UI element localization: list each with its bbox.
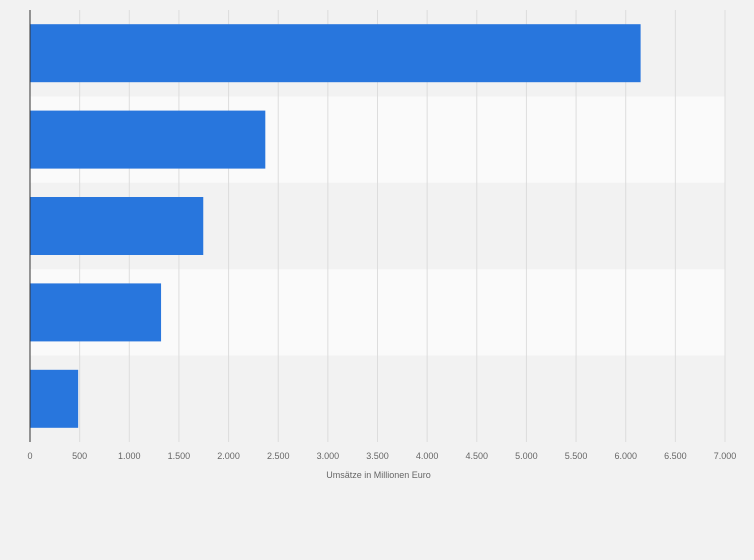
x-tick-label: 2.500 bbox=[267, 451, 290, 461]
x-tick-label: 2.000 bbox=[217, 451, 240, 461]
bar[interactable] bbox=[30, 24, 641, 83]
x-tick-label: 6.500 bbox=[664, 451, 687, 461]
x-tick-label: 4.000 bbox=[416, 451, 439, 461]
bar[interactable] bbox=[30, 110, 266, 169]
x-tick-label: 500 bbox=[72, 451, 87, 461]
x-tick-label: 6.000 bbox=[614, 451, 637, 461]
x-tick-label: 0 bbox=[27, 451, 32, 461]
x-axis-title: Umsätze in Millionen Euro bbox=[326, 470, 431, 480]
x-tick-label: 1.000 bbox=[118, 451, 141, 461]
x-tick-label: 4.500 bbox=[466, 451, 489, 461]
x-tick-label: 3.000 bbox=[317, 451, 340, 461]
bar[interactable] bbox=[30, 369, 79, 428]
x-tick-labels: 0 500 1.000 1.500 2.000 2.500 3.000 3.500 4.000 4… bbox=[27, 451, 736, 461]
bars bbox=[30, 24, 641, 428]
x-tick-label: 1.500 bbox=[168, 451, 191, 461]
x-tick-label: 7.000 bbox=[714, 451, 737, 461]
bar[interactable] bbox=[30, 283, 162, 342]
x-tick-label: 5.500 bbox=[565, 451, 588, 461]
x-tick-label: 5.000 bbox=[515, 451, 538, 461]
bar[interactable] bbox=[30, 197, 204, 255]
x-tick-label: 3.500 bbox=[366, 451, 389, 461]
